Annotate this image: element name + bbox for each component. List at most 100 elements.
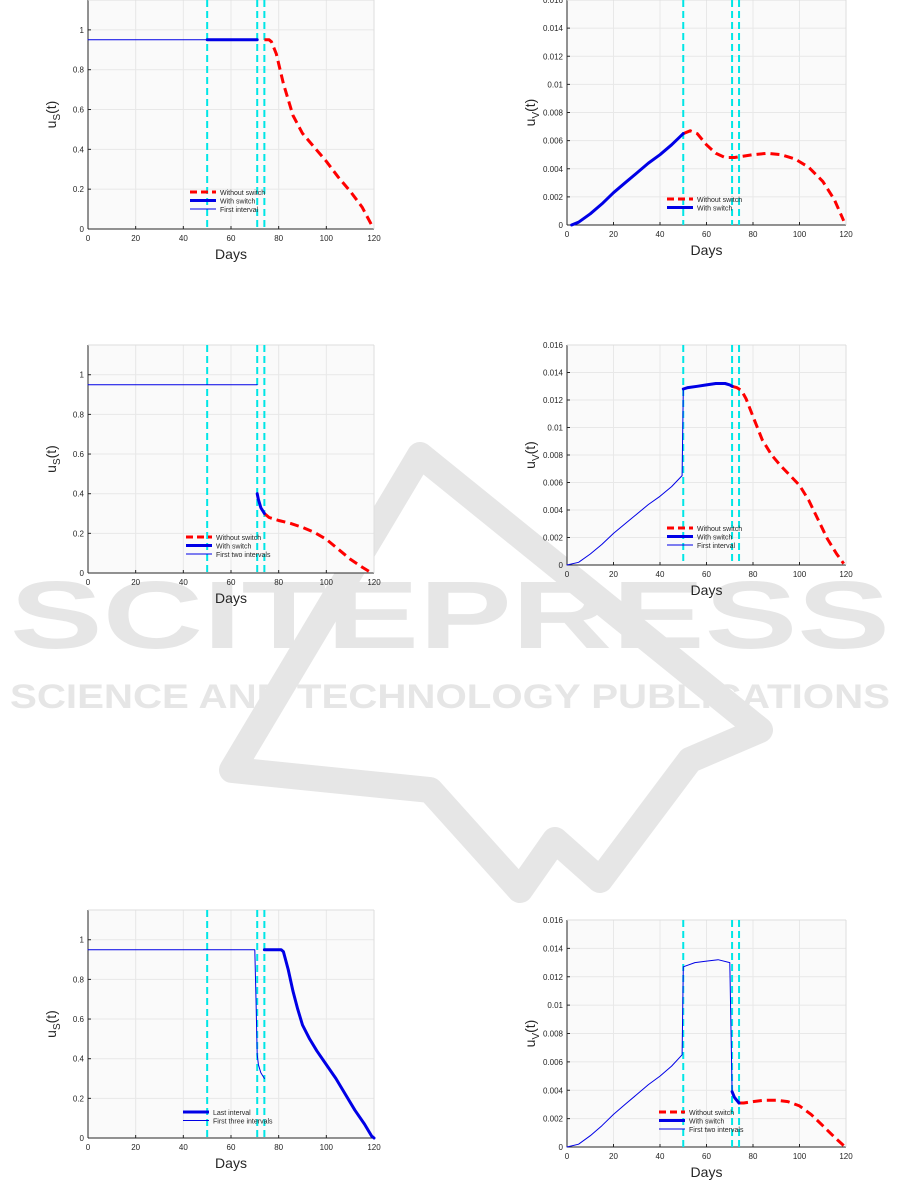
legend-label: With switch xyxy=(216,544,252,551)
x-axis-label: Days xyxy=(215,590,247,606)
series-thin xyxy=(566,388,684,566)
x-tick-label: 60 xyxy=(702,570,711,579)
legend-label: Without switch xyxy=(689,1110,734,1117)
y-tick-label: 0.01 xyxy=(547,1001,563,1010)
x-tick-label: 120 xyxy=(367,234,381,243)
x-tick-label: 40 xyxy=(656,570,665,579)
x-tick-label: 60 xyxy=(227,1143,236,1152)
x-tick-label: 80 xyxy=(274,1143,283,1152)
series-with-switch xyxy=(681,382,734,391)
chart-4: 0 20 40 60 80 100 120 0 0.002 0.004 0.006 0.008 0.01… xyxy=(522,341,853,598)
x-tick-label: 40 xyxy=(179,1143,188,1152)
x-tick-label: 20 xyxy=(609,570,618,579)
y-tick-label: 0.2 xyxy=(73,185,85,194)
x-tick-label: 120 xyxy=(367,1143,381,1152)
watermark-logo-shape xyxy=(219,442,773,903)
legend-label: Without switch xyxy=(220,190,265,197)
series-without-switch xyxy=(264,38,373,226)
x-axis-label: Days xyxy=(215,1155,247,1171)
legend-label: First three intervals xyxy=(213,1119,273,1126)
x-axis-label: Days xyxy=(691,582,723,598)
x-tick-label: 20 xyxy=(131,1143,140,1152)
x-tick-label: 40 xyxy=(179,234,188,243)
x-tick-label: 0 xyxy=(86,234,91,243)
x-tick-label: 60 xyxy=(702,230,711,239)
y-tick-label: 0.004 xyxy=(543,506,564,515)
y-tick-label: 0.004 xyxy=(543,1086,564,1095)
x-tick-label: 120 xyxy=(839,230,853,239)
y-tick-label: 0.002 xyxy=(543,1115,564,1124)
y-tick-label: 0.2 xyxy=(73,529,85,538)
y-tick-label: 0.8 xyxy=(73,66,85,75)
y-tick-label: 0 xyxy=(559,561,564,570)
y-tick-label: 0.012 xyxy=(543,396,564,405)
watermark-subtitle: SCIENCE AND TECHNOLOGY PUBLICATIONS xyxy=(10,678,890,716)
legend-label: First interval xyxy=(697,543,736,550)
y-axis-label: uV(t) xyxy=(522,1020,542,1048)
series-without-switch xyxy=(739,1098,845,1147)
x-tick-label: 20 xyxy=(131,234,140,243)
y-tick-label: 0.4 xyxy=(73,145,85,154)
x-tick-label: 20 xyxy=(609,230,618,239)
x-tick-label: 40 xyxy=(179,578,188,587)
x-tick-label: 100 xyxy=(320,234,334,243)
x-tick-label: 120 xyxy=(367,578,381,587)
y-axis-label: uV(t) xyxy=(522,441,542,469)
legend-label: With switch xyxy=(689,1119,725,1126)
x-tick-label: 100 xyxy=(793,1152,807,1161)
legend-label: First interval xyxy=(220,207,259,214)
legend: Without switch With switch xyxy=(667,197,742,213)
y-tick-label: 1 xyxy=(80,371,85,380)
legend-label: Without switch xyxy=(216,535,261,542)
y-tick-label: 0.016 xyxy=(543,916,564,925)
x-tick-label: 0 xyxy=(86,578,91,587)
x-tick-label: 40 xyxy=(656,1152,665,1161)
y-tick-label: 0.016 xyxy=(543,0,564,5)
chart-3: 0 20 40 60 80 100 120 0 0.2 0.4 0.6 0.8 1 Without swi… xyxy=(43,344,381,606)
x-tick-label: 100 xyxy=(320,1143,334,1152)
y-tick-label: 0.4 xyxy=(73,1055,85,1064)
y-tick-label: 0.4 xyxy=(73,490,85,499)
y-tick-label: 1 xyxy=(80,26,85,35)
y-tick-label: 0.01 xyxy=(547,80,563,89)
legend-label: With switch xyxy=(697,206,733,213)
y-tick-label: 0.8 xyxy=(73,410,85,419)
y-tick-label: 0.014 xyxy=(543,944,564,953)
y-tick-label: 0.6 xyxy=(73,1015,85,1024)
y-tick-label: 0.006 xyxy=(543,479,564,488)
y-tick-label: 0.002 xyxy=(543,534,564,543)
y-tick-label: 0 xyxy=(80,225,85,234)
y-axis-label: uS(t) xyxy=(43,1010,63,1038)
y-tick-label: 0.008 xyxy=(543,451,564,460)
x-axis-label: Days xyxy=(691,242,723,258)
x-tick-label: 80 xyxy=(749,1152,758,1161)
x-tick-label: 60 xyxy=(227,234,236,243)
series-with-switch xyxy=(262,948,376,1140)
x-tick-label: 100 xyxy=(793,570,807,579)
x-axis-label: Days xyxy=(691,1164,723,1180)
y-tick-label: 0.014 xyxy=(543,369,564,378)
x-tick-label: 80 xyxy=(749,230,758,239)
legend: Last interval First three intervals xyxy=(183,1110,273,1126)
y-tick-label: 0 xyxy=(559,221,564,230)
legend-label: Without switch xyxy=(697,526,742,533)
legend-label: Last interval xyxy=(213,1110,251,1117)
y-tick-label: 0.8 xyxy=(73,975,85,984)
y-tick-label: 0.008 xyxy=(543,109,564,118)
y-tick-label: 0.012 xyxy=(543,52,564,61)
chart-6: 0 20 40 60 80 100 120 0 0.002 0.004 0.006 0.008 0.01… xyxy=(522,916,853,1180)
x-tick-label: 80 xyxy=(749,570,758,579)
legend-label: First two intervals xyxy=(216,552,271,559)
series-without-switch xyxy=(263,512,373,575)
y-tick-label: 0.006 xyxy=(543,1058,564,1067)
x-tick-label: 20 xyxy=(131,578,140,587)
y-tick-label: 0 xyxy=(80,569,85,578)
y-tick-label: 0.002 xyxy=(543,193,564,202)
x-tick-label: 80 xyxy=(274,578,283,587)
y-tick-label: 0 xyxy=(559,1143,564,1152)
x-tick-label: 60 xyxy=(702,1152,711,1161)
